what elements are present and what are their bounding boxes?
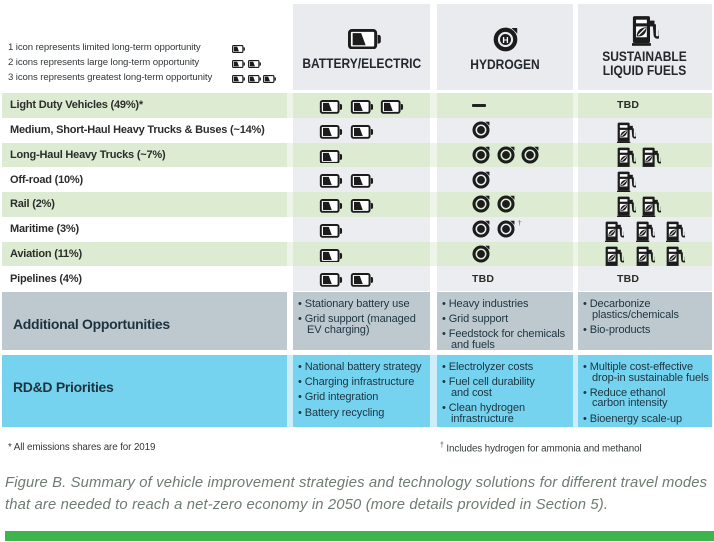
- svg-text:H: H: [502, 34, 508, 44]
